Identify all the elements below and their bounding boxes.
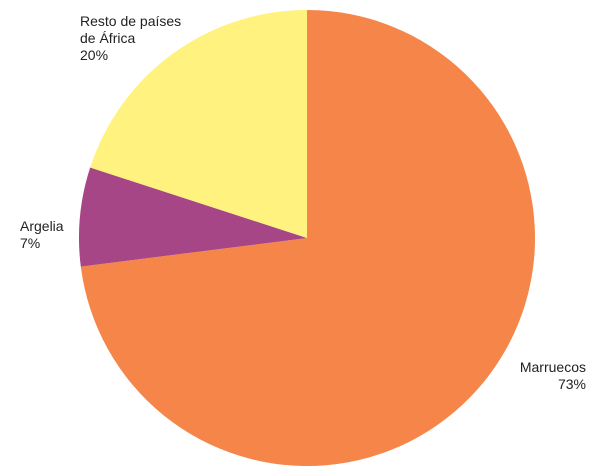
slice-label: Marruecos 73% (520, 359, 586, 393)
value-label: 7% (20, 235, 41, 251)
value-label: 20% (80, 47, 109, 63)
value-label: 73% (557, 376, 586, 392)
pie-slice (80, 10, 535, 466)
category-label: Resto de países de África (80, 13, 182, 46)
pie-slice (79, 167, 307, 267)
category-label: Marruecos (519, 359, 586, 375)
slice-label: Argelia 7% (20, 218, 64, 252)
slice-label: Resto de países de África 20% (80, 13, 198, 64)
category-label: Argelia (20, 218, 64, 234)
pie-slice (90, 10, 307, 238)
